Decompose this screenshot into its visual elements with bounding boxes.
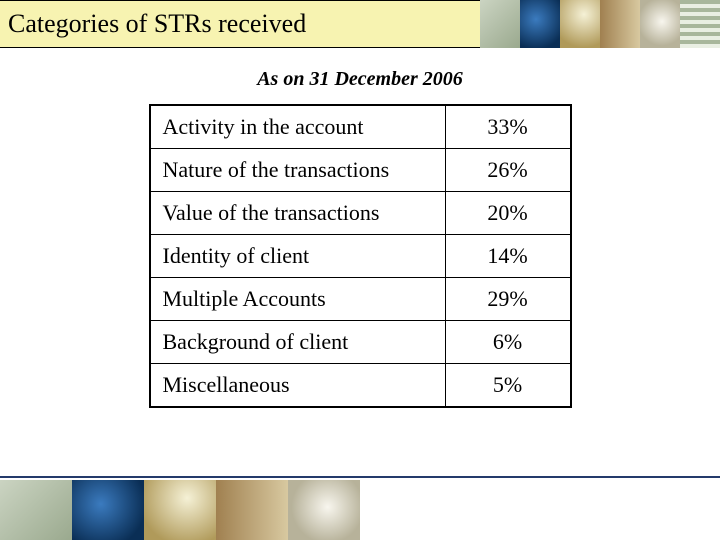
data-table: Activity in the account 33% Nature of th…	[149, 104, 572, 408]
header-image-strip	[480, 0, 720, 48]
binary-icon	[680, 0, 720, 48]
table-row: Nature of the transactions 26%	[150, 149, 571, 192]
category-cell: Multiple Accounts	[150, 278, 446, 321]
gavel-icon	[144, 480, 216, 540]
title-bar: Categories of STRs received	[0, 0, 480, 48]
category-cell: Value of the transactions	[150, 192, 446, 235]
percent-cell: 6%	[445, 321, 571, 364]
money-icon	[480, 0, 520, 48]
percent-cell: 33%	[445, 105, 571, 149]
gavel-icon	[560, 0, 600, 48]
table-row: Activity in the account 33%	[150, 105, 571, 149]
data-table-wrap: Activity in the account 33% Nature of th…	[0, 104, 720, 408]
category-cell: Nature of the transactions	[150, 149, 446, 192]
monitor-icon	[520, 0, 560, 48]
subtitle: As on 31 December 2006	[0, 68, 720, 91]
category-cell: Activity in the account	[150, 105, 446, 149]
category-cell: Miscellaneous	[150, 364, 446, 408]
table-row: Multiple Accounts 29%	[150, 278, 571, 321]
footer-image-strip	[0, 480, 360, 540]
percent-cell: 20%	[445, 192, 571, 235]
books-icon	[216, 480, 288, 540]
table-row: Value of the transactions 20%	[150, 192, 571, 235]
percent-cell: 26%	[445, 149, 571, 192]
percent-cell: 14%	[445, 235, 571, 278]
monitor-icon	[72, 480, 144, 540]
page-title: Categories of STRs received	[8, 9, 306, 39]
footer-divider	[0, 476, 720, 478]
category-cell: Identity of client	[150, 235, 446, 278]
category-cell: Background of client	[150, 321, 446, 364]
magnifier-icon	[640, 0, 680, 48]
percent-cell: 29%	[445, 278, 571, 321]
table-row: Identity of client 14%	[150, 235, 571, 278]
money-icon	[0, 480, 72, 540]
magnifier-icon	[288, 480, 360, 540]
percent-cell: 5%	[445, 364, 571, 408]
table-row: Miscellaneous 5%	[150, 364, 571, 408]
table-row: Background of client 6%	[150, 321, 571, 364]
books-icon	[600, 0, 640, 48]
